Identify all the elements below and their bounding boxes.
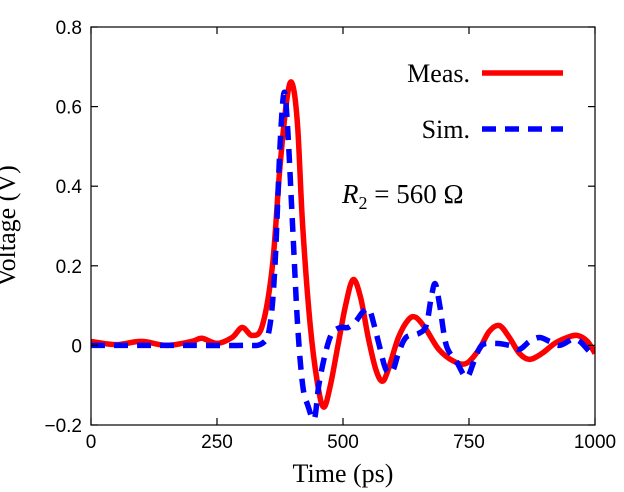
y-tick-label: 0.8 (56, 18, 82, 39)
annotation-value: = 560 Ω (368, 179, 464, 209)
x-axis-ticks: 0 250 500 750 1000 (86, 27, 616, 453)
series-layer (91, 79, 595, 423)
x-tick-label: 1000 (574, 432, 616, 453)
legend-label-sim: Sim. (422, 115, 470, 144)
annotation: R2 = 560 Ω (341, 179, 464, 213)
y-axis-ticks: −0.2 0 0.2 0.4 0.6 0.8 (44, 18, 595, 437)
x-tick-label: 250 (201, 432, 233, 453)
annotation-subscript: 2 (359, 193, 368, 213)
x-axis-label: Time (ps) (293, 459, 394, 488)
series-line-meas (91, 79, 595, 410)
y-tick-label: 0.4 (56, 177, 83, 198)
x-tick-label: 0 (86, 432, 97, 453)
series-line-sim (91, 89, 595, 423)
y-tick-label: 0.2 (56, 257, 82, 278)
x-tick-label: 750 (453, 432, 485, 453)
y-tick-label: 0 (71, 336, 82, 357)
y-axis-label: Voltage (V) (0, 165, 21, 287)
y-tick-label: 0.6 (56, 98, 82, 119)
annotation-variable: R (341, 179, 359, 209)
x-tick-label: 500 (327, 432, 359, 453)
legend: Meas. Sim. (407, 59, 563, 144)
legend-label-meas: Meas. (407, 59, 470, 88)
y-tick-label: −0.2 (44, 416, 82, 437)
plot-frame (90, 26, 596, 426)
